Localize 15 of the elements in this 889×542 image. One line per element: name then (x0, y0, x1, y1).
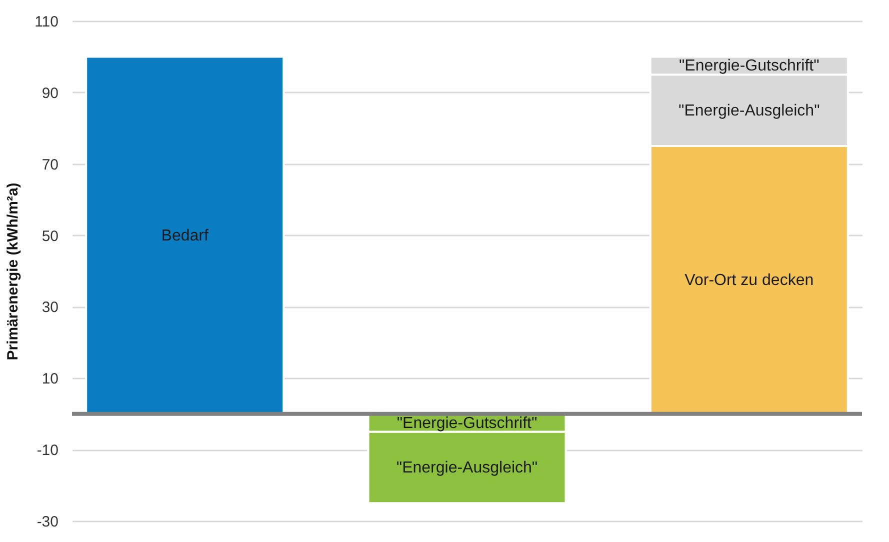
series-label: "Energie-Gutschrift" (396, 414, 538, 432)
y-tick-label: 50 (42, 228, 58, 245)
y-tick-label: 10 (42, 370, 58, 388)
y-tick-label: 70 (42, 156, 58, 174)
y-tick-label: 90 (42, 84, 58, 102)
y-axis-title: Primärenergie (kWh/m²a) (4, 182, 22, 360)
y-tick-label: -10 (36, 442, 58, 460)
series-label: Vor-Ort zu decken (684, 272, 814, 289)
series-label: Bedarf (161, 227, 209, 244)
y-tick-label: 110 (34, 14, 58, 30)
text: "Energie-Gutschrift" (678, 58, 820, 75)
y-tick-label: 30 (42, 299, 58, 316)
y-tick-label: -30 (36, 514, 58, 530)
text: "Energie-Ausgleich" (678, 102, 820, 120)
series-label: "Energie-Ausgleich" (396, 459, 538, 476)
